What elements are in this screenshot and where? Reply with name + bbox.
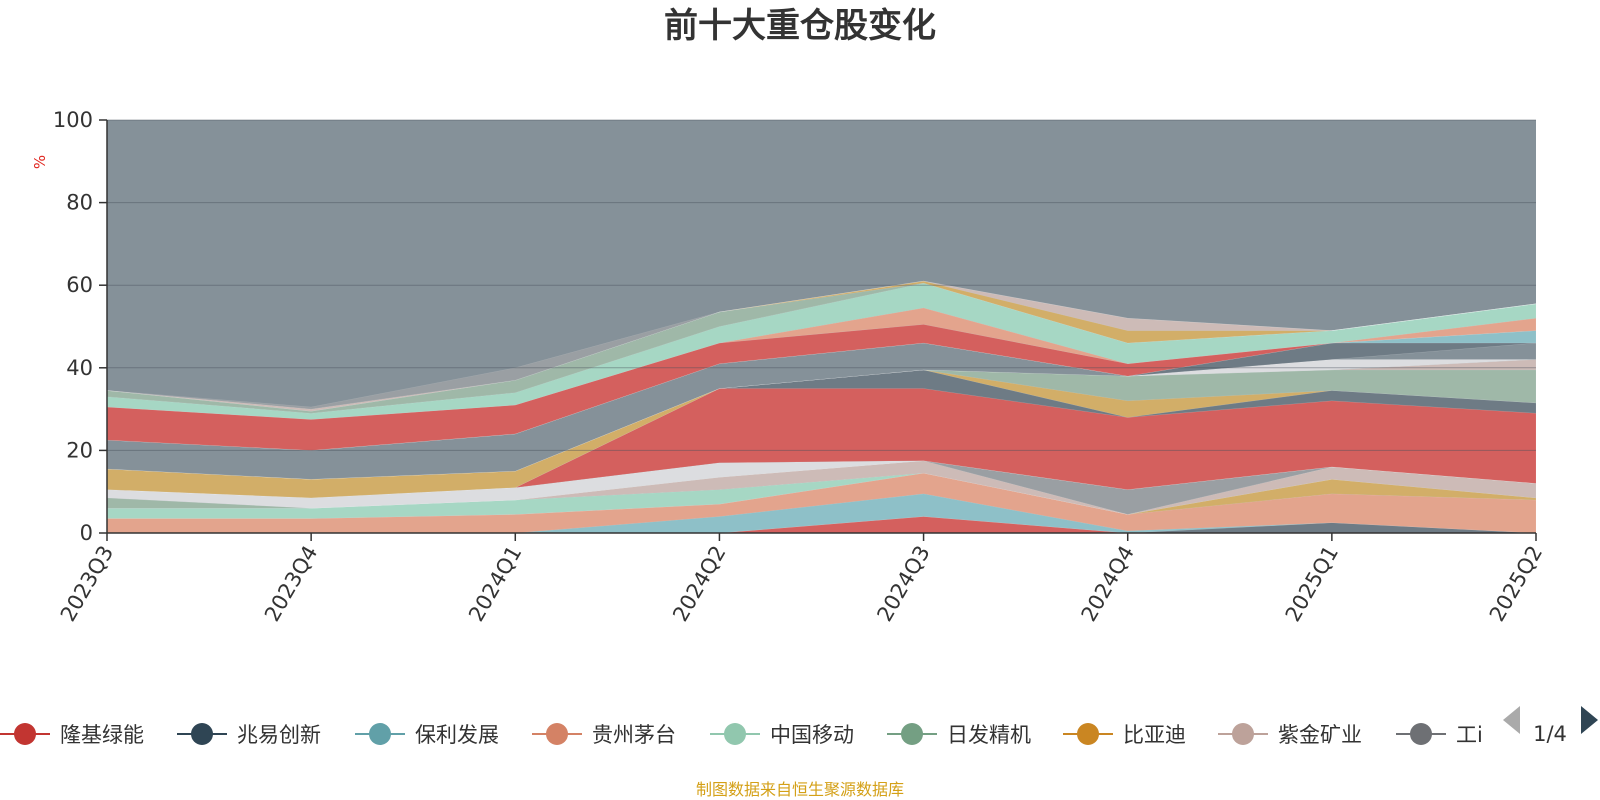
legend-item[interactable]: 紫金矿业 xyxy=(1218,723,1362,747)
legend-label: 紫金矿业 xyxy=(1278,723,1362,747)
axes xyxy=(106,120,1536,534)
x-tick-label: 2024Q3 xyxy=(872,542,934,626)
legend-marker xyxy=(1410,723,1432,745)
data-source-note: 制图数据来自恒生聚源数据库 xyxy=(696,780,904,799)
area-layers xyxy=(106,280,1537,534)
legend-item[interactable]: 贵州茅台 xyxy=(532,723,676,747)
chart-title: 前十大重仓股变化 xyxy=(664,6,936,46)
legend-marker xyxy=(1232,723,1254,745)
y-tick-label: 0 xyxy=(80,521,93,545)
legend-label: 工i xyxy=(1456,723,1483,747)
legend-item[interactable]: 兆易创新 xyxy=(177,723,321,747)
area-layer-10 xyxy=(106,460,1537,509)
y-tick-label: 40 xyxy=(66,356,93,380)
x-tick-label: 2023Q3 xyxy=(56,542,118,626)
legend-marker xyxy=(546,723,568,745)
y-tick-label: 100 xyxy=(53,108,93,132)
y-tick-label: 60 xyxy=(66,273,93,297)
legend-label: 中国移动 xyxy=(770,723,854,747)
legend-marker xyxy=(191,723,213,745)
legend-item[interactable]: 中国移动 xyxy=(710,723,854,747)
legend-next-icon[interactable] xyxy=(1581,706,1598,734)
legend-label: 比亚迪 xyxy=(1123,723,1186,747)
y-axis-unit: % xyxy=(31,155,49,169)
y-axis-ticks: 0 20 40 60 80 100 xyxy=(53,108,107,545)
legend-item[interactable]: 隆基绿能 xyxy=(0,723,144,747)
legend-item[interactable]: 工i xyxy=(1396,723,1483,747)
x-tick-label: 2024Q4 xyxy=(1077,542,1139,626)
legend-marker xyxy=(369,723,391,745)
legend-label: 兆易创新 xyxy=(237,723,321,747)
legend-page-indicator: 1/4 xyxy=(1533,722,1567,746)
legend-prev-icon[interactable] xyxy=(1503,706,1520,734)
legend-label: 贵州茅台 xyxy=(592,723,676,747)
grid-lines xyxy=(107,119,1536,451)
legend-label: 保利发展 xyxy=(415,723,499,747)
y-tick-label: 20 xyxy=(66,438,93,462)
legend-label: 日发精机 xyxy=(947,723,1031,747)
legend-pager: 1/4 xyxy=(1503,706,1598,746)
legend-marker xyxy=(14,723,36,745)
legend-marker xyxy=(1077,723,1099,745)
x-axis-ticks: 2023Q3 2023Q4 2024Q1 2024Q2 2024Q3 2024Q4 2025… xyxy=(56,533,1547,626)
legend: 隆基绿能 兆易创新 保利发展 贵州茅台 中国移动 日发精机 比亚迪 紫金矿业 工i xyxy=(0,723,1483,747)
legend-item[interactable]: 日发精机 xyxy=(887,723,1031,747)
x-tick-label: 2025Q2 xyxy=(1485,542,1547,626)
x-tick-label: 2023Q4 xyxy=(260,542,322,626)
x-tick-label: 2024Q1 xyxy=(464,542,526,626)
legend-item[interactable]: 比亚迪 xyxy=(1063,723,1186,747)
legend-item[interactable]: 保利发展 xyxy=(355,723,499,747)
y-tick-label: 80 xyxy=(66,191,93,215)
x-tick-label: 2025Q1 xyxy=(1281,542,1343,626)
legend-label: 隆基绿能 xyxy=(60,723,144,747)
legend-marker xyxy=(901,723,923,745)
area-layer-26 xyxy=(106,280,1537,410)
x-tick-label: 2024Q2 xyxy=(668,542,730,626)
legend-marker xyxy=(724,723,746,745)
